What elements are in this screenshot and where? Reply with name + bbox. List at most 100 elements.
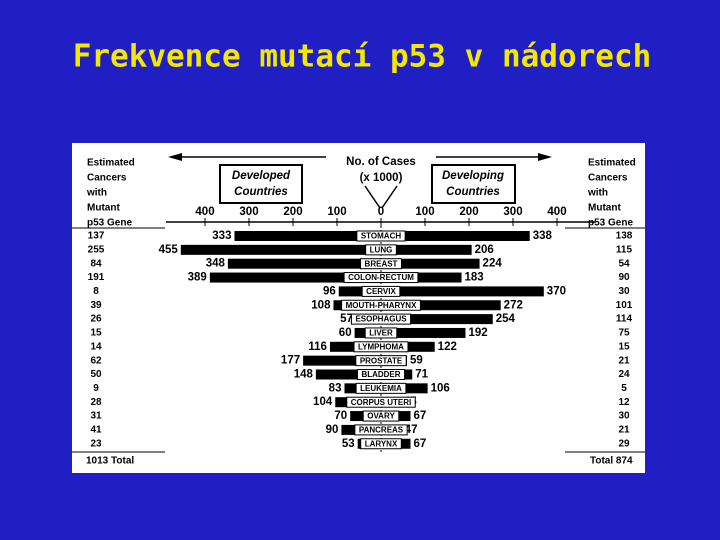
column-header: Estimated [87,158,135,169]
column-total: Total 874 [590,456,633,467]
category-box [355,382,407,394]
bar [381,286,544,297]
value-label: 272 [504,299,523,311]
category-label: PANCREAS [359,426,404,435]
category-label: LEUKEMIA [360,384,402,393]
category-label: PROSTATE [360,356,403,365]
column-header: with [86,188,107,199]
bar [381,258,480,269]
bar [227,258,381,269]
legend-label: Developing Countries [442,170,504,198]
bar [315,369,381,380]
estimated-value: 26 [90,314,102,325]
estimated-value: 30 [618,411,630,422]
column-header: p53 Gene [588,218,633,229]
category-box [355,355,407,367]
category-box [362,410,400,422]
value-label: 70 [334,410,347,422]
column-total: 1013 Total [86,456,134,467]
value-label: 83 [329,382,342,394]
estimated-value: 31 [90,411,102,422]
x-tick-label: 300 [239,206,258,218]
axis-unit: (x 1000) [360,172,403,184]
category-box [360,438,402,450]
column-header: p53 Gene [87,218,132,229]
estimated-value: 90 [618,272,630,283]
estimated-value: 115 [616,244,633,255]
category-label: BREAST [365,259,398,268]
category-label: BLADDER [361,370,400,379]
estimated-value: 23 [90,438,102,449]
value-label: 148 [294,369,314,381]
category-box [354,424,408,436]
estimated-value: 14 [90,341,102,352]
estimated-value: 191 [88,272,105,283]
legend-label: Developed Countries [232,170,291,198]
header-arrow [72,150,645,453]
x-tick-label: 300 [503,206,522,218]
x-tick-label: 200 [459,206,478,218]
estimated-value: 24 [618,369,630,380]
value-label: 67 [413,410,426,422]
value-label: 96 [323,285,336,297]
estimated-value: 114 [616,314,633,325]
estimated-value: 255 [88,244,105,255]
category-box [341,299,421,311]
estimated-value: 30 [618,286,630,297]
axis-title: No. of Cases [346,156,416,168]
category-label: CORPUS UTERI [351,398,411,407]
estimated-value: 101 [616,300,633,311]
category-label: STOMACH [361,232,402,241]
category-label: OVARY [367,412,395,421]
estimated-value: 39 [90,300,102,311]
category-box [360,258,402,270]
estimated-value: 15 [90,328,102,339]
bar [234,231,381,241]
column-header: Cancers [87,173,127,184]
value-label: 67 [413,438,426,450]
estimated-value: 8 [93,286,99,297]
column-header: with [587,188,608,199]
value-label: 90 [326,424,339,436]
estimated-value: 50 [90,369,102,380]
estimated-value: 21 [618,425,630,436]
bar [381,244,472,255]
value-label: 57 [340,313,353,325]
x-tick-label: 400 [547,206,566,218]
value-label: 116 [308,341,327,353]
category-label: MOUTH-PHARYNX [346,301,417,310]
slide-title: Frekvence mutací p53 v nádorech [73,39,652,75]
estimated-value: 21 [618,355,630,366]
value-label: 224 [483,258,503,270]
category-box [350,313,412,325]
value-label: 106 [431,382,450,394]
value-label: 60 [339,327,352,339]
x-tick-label: 200 [283,206,302,218]
value-label: 53 [342,438,355,450]
bar [180,244,381,255]
category-box [356,369,406,380]
x-tick-label: 400 [195,206,214,218]
category-label: COLON-RECTUM [348,273,414,282]
estimated-value: 41 [90,425,102,436]
category-label: LUNG [370,245,393,254]
bar [338,286,381,297]
bar [381,314,493,325]
bar [209,272,381,283]
category-box [364,327,398,339]
value-label: 389 [188,272,207,284]
estimated-value: 137 [88,231,105,242]
category-label: LARYNX [365,439,398,448]
column-header: Mutant [588,203,621,214]
category-box [361,285,401,297]
category-label: CERVIX [366,287,396,296]
x-tick-label: 0 [378,206,384,218]
estimated-value: 12 [618,397,630,408]
estimated-value: 9 [93,383,99,394]
category-box [343,272,419,284]
estimated-value: 84 [90,258,102,269]
category-label: LIVER [369,329,393,338]
estimated-value: 138 [616,231,633,242]
bar [381,272,462,283]
estimated-value: 5 [621,383,627,394]
